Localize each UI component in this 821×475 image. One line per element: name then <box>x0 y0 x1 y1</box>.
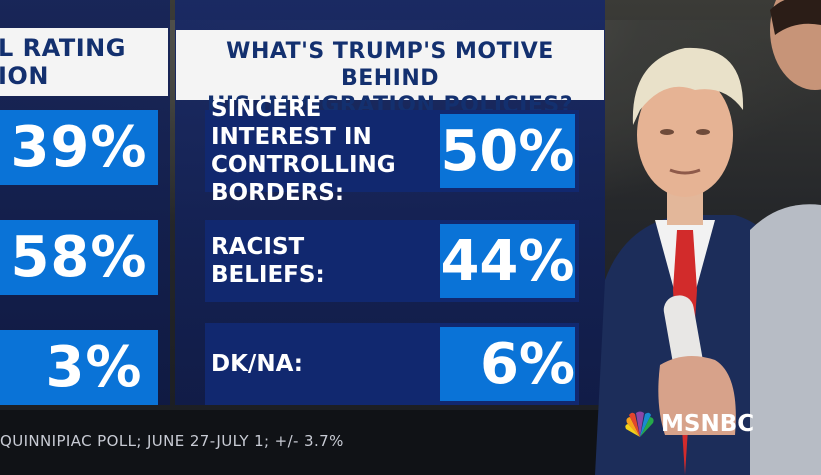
poll-row-value: 50% <box>440 114 575 188</box>
hand-with-paper-image <box>658 295 736 435</box>
approval-value-2: 58% <box>0 220 158 295</box>
network-logo: MSNBC <box>623 411 754 437</box>
poll-title-line-1: WHAT'S TRUMP'S MOTIVE BEHIND <box>226 39 554 91</box>
approval-header-line-2: ION <box>0 62 49 90</box>
approval-header-line-1: L RATING <box>0 34 126 62</box>
poll-row-label: DK/NA: <box>205 350 440 378</box>
approval-panel-header: L RATING ION <box>0 28 168 96</box>
poll-title: WHAT'S TRUMP'S MOTIVE BEHIND HIS IMMIGRA… <box>176 30 604 118</box>
poll-row-racist: RACIST BELIEFS: 44% <box>205 220 579 302</box>
poll-row-value: 44% <box>440 224 575 298</box>
poll-source-caption: QUINNIPIAC POLL; JUNE 27-JULY 1; +/- 3.7… <box>0 432 344 450</box>
poll-row-dkna: DK/NA: 6% <box>205 323 579 405</box>
poll-row-sincere: SINCERE INTEREST IN CONTROLLING BORDERS:… <box>205 96 579 206</box>
poll-row-label: RACIST BELIEFS: <box>205 233 440 289</box>
reporter-image <box>750 0 821 475</box>
poll-row-label-line-2: CONTROLLING BORDERS: <box>211 152 396 206</box>
peacock-logo-icon <box>625 411 654 437</box>
network-logo-text: MSNBC <box>661 411 755 437</box>
approval-value-1: 39% <box>0 110 158 185</box>
poll-row-value: 6% <box>440 327 575 401</box>
poll-row-label-line-1: SINCERE INTEREST IN <box>211 96 372 150</box>
poll-row-label-line-2: BELIEFS: <box>211 262 325 288</box>
poll-row-label-line-1: RACIST <box>211 234 305 260</box>
approval-value-3: 3% <box>0 330 158 405</box>
poll-row-label: SINCERE INTEREST IN CONTROLLING BORDERS: <box>205 95 440 207</box>
poll-row-label-line-1: DK/NA: <box>211 351 303 377</box>
